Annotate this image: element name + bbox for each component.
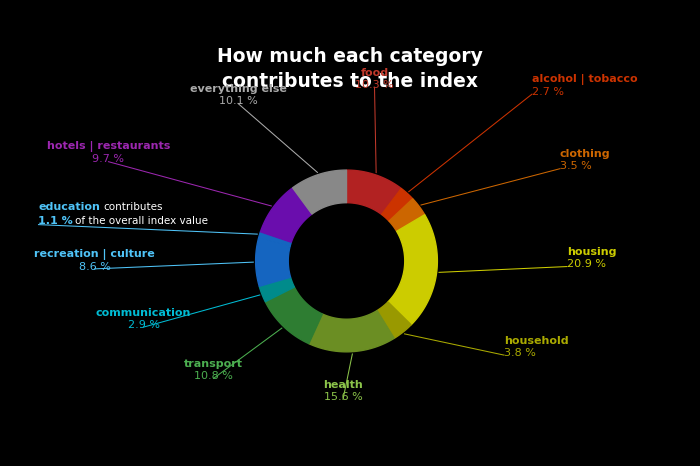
Polygon shape bbox=[258, 232, 291, 246]
Text: 2.9 %: 2.9 % bbox=[127, 320, 160, 330]
Text: food: food bbox=[360, 68, 388, 78]
Polygon shape bbox=[259, 277, 295, 302]
Text: communication: communication bbox=[96, 308, 191, 318]
Text: 1.1 %: 1.1 % bbox=[38, 216, 74, 226]
Text: recreation | culture: recreation | culture bbox=[34, 248, 155, 260]
Text: education: education bbox=[38, 202, 100, 212]
Polygon shape bbox=[260, 188, 312, 242]
Text: everything else: everything else bbox=[190, 84, 286, 94]
Polygon shape bbox=[309, 310, 394, 352]
Text: 8.6 %: 8.6 % bbox=[78, 262, 111, 272]
Text: 2.7 %: 2.7 % bbox=[532, 87, 564, 97]
Text: alcohol | tobacco: alcohol | tobacco bbox=[532, 74, 638, 85]
Polygon shape bbox=[389, 199, 425, 231]
Polygon shape bbox=[265, 287, 323, 343]
Text: contributes: contributes bbox=[103, 202, 162, 212]
Polygon shape bbox=[382, 188, 413, 221]
Text: 3.8 %: 3.8 % bbox=[504, 348, 536, 358]
Text: transport: transport bbox=[184, 359, 243, 369]
Text: of the overall index value: of the overall index value bbox=[75, 216, 208, 226]
Text: 10.3 %: 10.3 % bbox=[355, 80, 394, 90]
Text: hotels | restaurants: hotels | restaurants bbox=[47, 141, 170, 152]
Text: 3.5 %: 3.5 % bbox=[560, 162, 592, 171]
Polygon shape bbox=[256, 238, 290, 286]
Text: 9.7 %: 9.7 % bbox=[92, 155, 125, 164]
Text: How much each category
contributes to the index: How much each category contributes to th… bbox=[217, 47, 483, 90]
Text: clothing: clothing bbox=[560, 150, 610, 159]
Polygon shape bbox=[293, 170, 346, 214]
Text: health: health bbox=[323, 380, 363, 390]
Polygon shape bbox=[388, 215, 438, 325]
Text: 10.8 %: 10.8 % bbox=[194, 371, 233, 381]
Text: 10.1 %: 10.1 % bbox=[218, 96, 258, 106]
Text: household: household bbox=[504, 336, 568, 346]
Polygon shape bbox=[346, 170, 401, 214]
Polygon shape bbox=[377, 302, 411, 338]
Text: housing: housing bbox=[567, 247, 617, 257]
Text: 20.9 %: 20.9 % bbox=[567, 260, 606, 269]
Text: 15.6 %: 15.6 % bbox=[323, 392, 363, 402]
